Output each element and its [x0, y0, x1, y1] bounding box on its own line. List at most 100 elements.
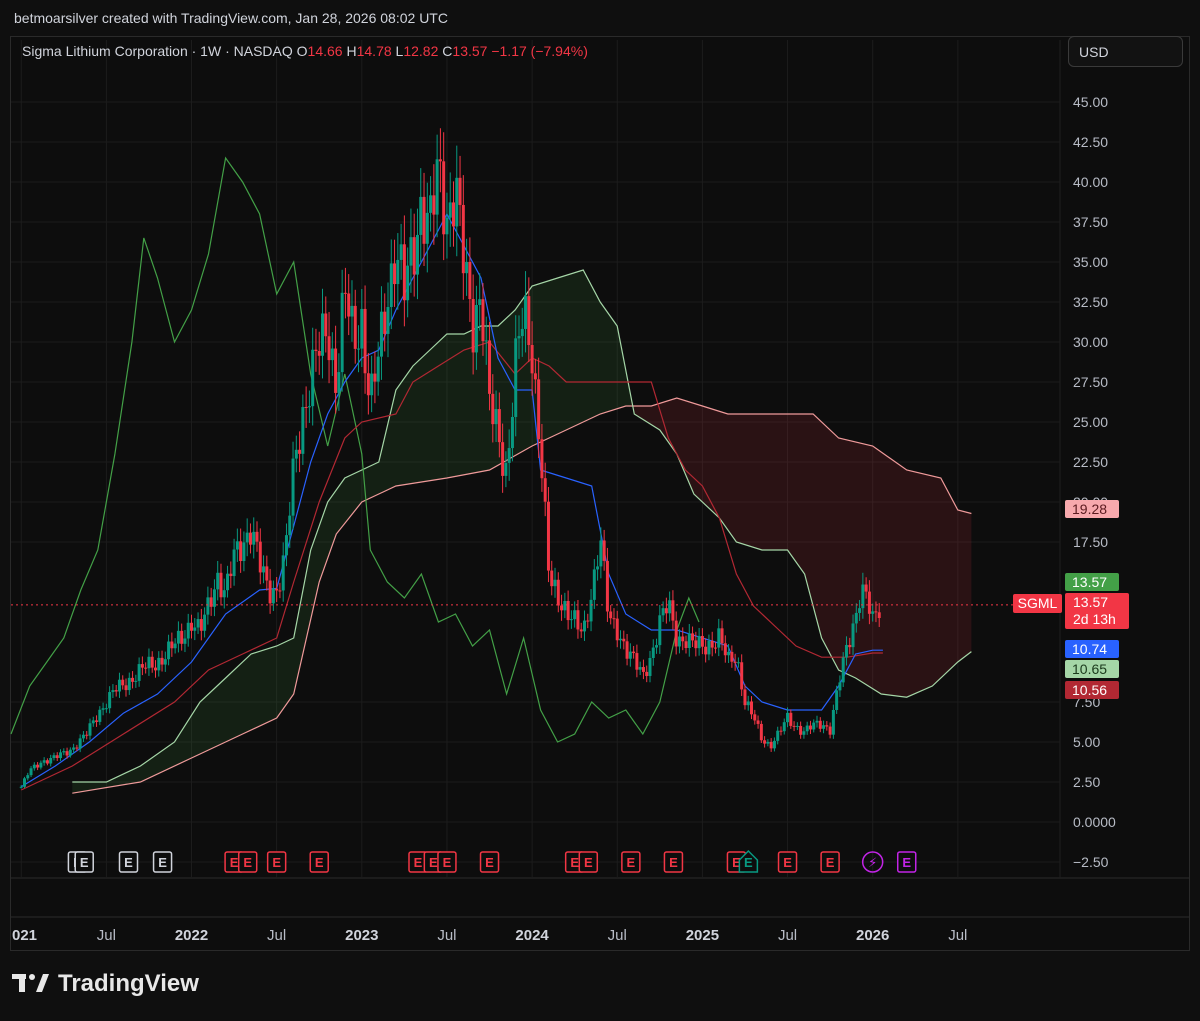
earnings-letter: E	[485, 855, 494, 870]
candle-body	[681, 636, 685, 642]
candlestick-series	[19, 128, 881, 789]
candle-body	[203, 614, 207, 631]
earnings-event-icon	[118, 851, 139, 873]
candle-body	[311, 349, 315, 407]
candle-body	[635, 653, 639, 670]
candle-body	[713, 647, 717, 649]
candle-body	[268, 580, 272, 604]
y-tick-label: 27.50	[1073, 374, 1108, 390]
open-value: 14.66	[307, 43, 343, 59]
candle-body	[543, 478, 547, 502]
candle-body	[740, 662, 744, 690]
candle-body	[190, 622, 194, 631]
earnings-event-icon	[437, 851, 457, 873]
earnings-event-icon	[309, 851, 329, 873]
candle-body	[861, 584, 865, 609]
candle-body	[782, 722, 786, 732]
candle-body	[831, 709, 835, 735]
candle-body	[288, 515, 292, 536]
candle-body	[510, 416, 514, 449]
candle-body	[284, 535, 288, 556]
candle-body	[517, 336, 521, 339]
candle-body	[219, 572, 223, 598]
candle-body	[183, 638, 187, 644]
candle-body	[170, 641, 174, 649]
series-span-b	[72, 397, 972, 794]
candle-body	[854, 612, 858, 624]
candle-body	[399, 244, 403, 260]
candle-body	[104, 708, 108, 710]
earnings-letter: E	[124, 855, 133, 870]
candle-body	[619, 638, 623, 641]
candle-body	[340, 292, 344, 373]
y-tick-label: 0.0000	[1073, 814, 1116, 830]
y-tick-label: 45.00	[1073, 94, 1108, 110]
x-tick-label: 2023	[345, 927, 378, 944]
series-tenkan	[20, 212, 883, 788]
candle-body	[848, 644, 852, 648]
candle-body	[163, 659, 167, 665]
x-tick-label: 2024	[515, 927, 549, 944]
candle-body	[671, 600, 675, 621]
candle-body	[707, 640, 711, 655]
cloud-bearish	[630, 396, 972, 698]
candle-body	[232, 549, 236, 577]
candle-body	[117, 679, 121, 692]
candle-body	[226, 573, 230, 591]
attribution-text: betmoarsilver created with TradingView.c…	[14, 10, 448, 26]
chart-pane[interactable]	[10, 36, 1190, 951]
candle-body	[49, 758, 53, 764]
earnings-upcoming-icon	[738, 849, 759, 873]
y-tick-label: 2.50	[1073, 774, 1100, 790]
candle-body	[248, 532, 252, 545]
candle-body	[140, 664, 144, 668]
candle-body	[776, 730, 780, 741]
candle-body	[540, 439, 544, 479]
candle-body	[674, 620, 678, 647]
candle-body	[42, 760, 46, 763]
candle-body	[625, 641, 629, 659]
candle-body	[389, 263, 393, 308]
candle-body	[379, 311, 383, 357]
tradingview-wordmark: TradingView	[58, 970, 199, 997]
span-a-price-tag: 10.65	[1065, 660, 1119, 678]
earnings-event-icon	[237, 851, 258, 873]
candle-body	[648, 657, 652, 676]
candle-body	[258, 541, 262, 573]
currency-button[interactable]: USD	[1068, 36, 1183, 67]
symbol-price-tag: SGML	[1013, 594, 1062, 613]
candle-body	[474, 304, 478, 353]
lagging-price-tag: 13.57	[1065, 573, 1119, 591]
y-tick-label: 42.50	[1073, 134, 1108, 150]
earnings-letter: E	[783, 855, 792, 870]
candle-body	[304, 407, 308, 409]
candle-body	[537, 379, 541, 440]
candle-body	[131, 677, 135, 682]
candle-body	[556, 579, 560, 606]
candle-body	[85, 734, 89, 736]
candle-body	[504, 462, 508, 476]
candle-body	[687, 633, 691, 648]
close-value: 13.57	[452, 43, 488, 59]
candle-body	[373, 373, 377, 382]
earnings-letter: E	[80, 855, 89, 870]
candle-body	[874, 611, 878, 613]
candle-body	[343, 292, 347, 294]
candle-body	[176, 630, 180, 644]
candle-body	[573, 610, 577, 620]
candle-body	[756, 720, 760, 724]
earnings-letter: E	[443, 855, 452, 870]
candle-body	[167, 641, 171, 660]
candle-body	[229, 573, 233, 577]
candle-body	[488, 340, 492, 394]
candle-body	[465, 261, 469, 274]
candle-body	[255, 531, 259, 542]
candle-body	[779, 730, 783, 732]
candle-body	[294, 449, 298, 459]
candle-body	[402, 244, 406, 301]
candle-body	[586, 620, 590, 622]
candle-body	[68, 749, 72, 756]
candle-body	[664, 608, 668, 614]
candle-body	[127, 677, 131, 691]
